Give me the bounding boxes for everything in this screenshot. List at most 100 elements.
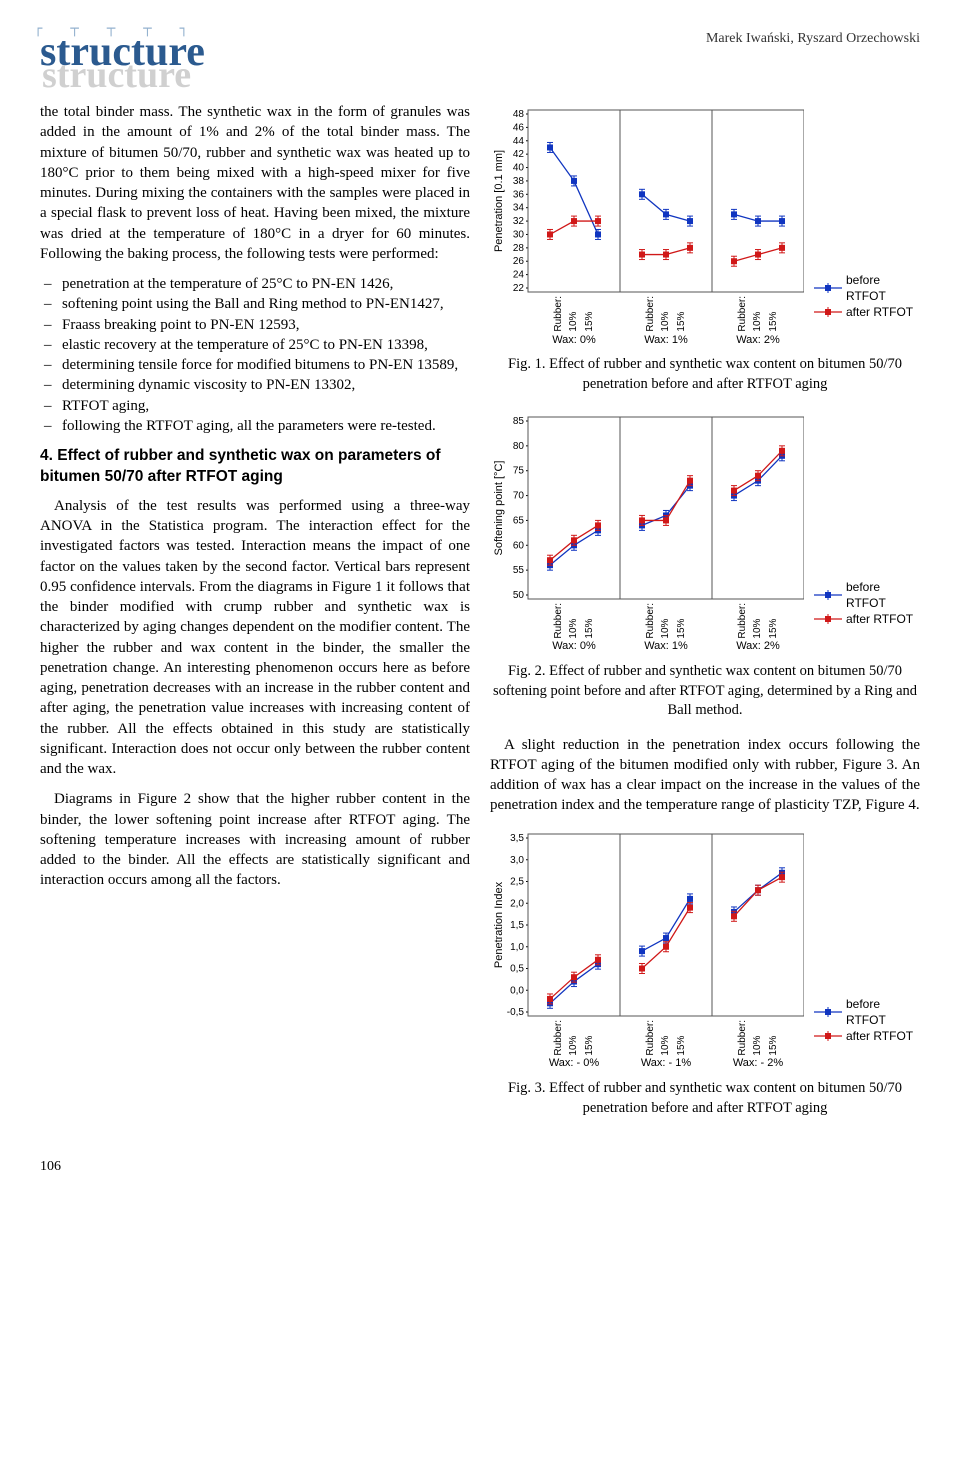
panel-bottom-label: Wax: 2%	[712, 333, 804, 348]
svg-text:46: 46	[513, 122, 525, 133]
figure-2-chart: 50 55 60 65 70 75 80 85 Softening point [°C]	[492, 413, 804, 603]
section-4-title: 4. Effect of rubber and synthetic wax on…	[40, 446, 470, 488]
svg-text:32: 32	[513, 216, 525, 227]
left-para-1: the total binder mass. The synthetic wax…	[40, 102, 470, 264]
panel-bottom-label: Wax: - 2%	[712, 1056, 804, 1071]
svg-text:Penetration [0.1 mm]: Penetration [0.1 mm]	[493, 150, 505, 252]
svg-text:Softening point [°C]: Softening point [°C]	[493, 460, 505, 555]
x-tick-label: 15%	[767, 603, 781, 639]
svg-text:48: 48	[513, 109, 525, 120]
authors-line: Marek Iwański, Ryszard Orzechowski	[706, 30, 920, 49]
page-number: 106	[40, 1158, 920, 1177]
legend-label: after RTFOT	[846, 1028, 913, 1044]
svg-text:50: 50	[513, 590, 525, 601]
figure-1-legend: before RTFOTafter RTFOT	[814, 272, 918, 321]
tests-list-item: Fraass breaking point to PN-EN 12593,	[54, 315, 470, 335]
legend-item: before RTFOT	[814, 579, 918, 611]
legend-item: before RTFOT	[814, 272, 918, 304]
x-tick-label: 10%	[659, 1020, 673, 1056]
svg-text:34: 34	[513, 203, 525, 214]
svg-text:40: 40	[513, 163, 525, 174]
svg-text:65: 65	[513, 515, 525, 526]
tests-list-item: following the RTFOT aging, all the param…	[54, 416, 470, 436]
tests-list-item: elastic recovery at the temperature of 2…	[54, 335, 470, 355]
x-tick-label: Rubber:	[552, 603, 566, 639]
svg-text:-0,5: -0,5	[507, 1007, 525, 1018]
x-tick-label: 10%	[567, 603, 581, 639]
two-column-layout: the total binder mass. The synthetic wax…	[40, 102, 920, 1132]
svg-text:2,0: 2,0	[510, 898, 524, 909]
legend-item: before RTFOT	[814, 996, 918, 1028]
panel-bottom-label: Wax: 0%	[528, 333, 620, 348]
panel-bottom-label: Wax: 2%	[712, 639, 804, 654]
figure-2-wrapper: 50 55 60 65 70 75 80 85 Softening point [°C] Rubb…	[490, 409, 920, 658]
panel-bottom-label: Wax: - 1%	[620, 1056, 712, 1071]
svg-text:42: 42	[513, 149, 525, 160]
x-tick-label: Rubber:	[644, 603, 658, 639]
x-tick-label: Rubber:	[644, 296, 658, 332]
svg-text:3,5: 3,5	[510, 833, 524, 844]
svg-text:70: 70	[513, 490, 525, 501]
panel-bottom-label: Wax: 1%	[620, 333, 712, 348]
svg-text:22: 22	[513, 283, 525, 294]
page-header: ┌┬┬┬┐ structure structure Marek Iwański,…	[40, 24, 920, 84]
panel-bottom-label: Wax: 0%	[528, 639, 620, 654]
svg-text:36: 36	[513, 189, 525, 200]
svg-text:28: 28	[513, 243, 525, 254]
right-column: 2224262830323436384042444648Penetration …	[490, 102, 920, 1132]
tests-list-item: determining tensile force for modified b…	[54, 355, 470, 375]
figure-1-wrapper: 2224262830323436384042444648Penetration …	[490, 102, 920, 351]
legend-label: before RTFOT	[846, 272, 918, 304]
legend-label: before RTFOT	[846, 996, 918, 1028]
x-tick-label: 15%	[675, 1020, 689, 1056]
svg-text:55: 55	[513, 565, 525, 576]
svg-text:38: 38	[513, 176, 525, 187]
legend-label: after RTFOT	[846, 304, 913, 320]
panel-bottom-label: Wax: - 0%	[528, 1056, 620, 1071]
figure-3-caption: Fig. 3. Effect of rubber and synthetic w…	[490, 1079, 920, 1118]
svg-text:3,0: 3,0	[510, 854, 524, 865]
figure-3-chart: -0,5 0,0 0,5 1,0 1,5 2,0 2,5 3,0 3,5 Penetration …	[492, 830, 804, 1020]
tests-list-item: determining dynamic viscosity to PN-EN 1…	[54, 375, 470, 395]
x-tick-label: 10%	[659, 603, 673, 639]
x-tick-label: Rubber:	[736, 1020, 750, 1056]
svg-text:60: 60	[513, 540, 525, 551]
x-tick-label: Rubber:	[552, 1020, 566, 1056]
legend-label: after RTFOT	[846, 611, 913, 627]
logo-tick-marks: ┌┬┬┬┐	[34, 20, 216, 39]
x-tick-label: 15%	[675, 603, 689, 639]
x-tick-label: 15%	[675, 296, 689, 332]
journal-logo: ┌┬┬┬┐ structure structure	[40, 24, 205, 84]
svg-text:75: 75	[513, 465, 525, 476]
svg-text:Penetration Index: Penetration Index	[493, 881, 505, 968]
svg-text:1,5: 1,5	[510, 920, 524, 931]
tests-list-item: RTFOT aging,	[54, 396, 470, 416]
figure-3-wrapper: -0,5 0,0 0,5 1,0 1,5 2,0 2,5 3,0 3,5 Penetration …	[490, 826, 920, 1075]
svg-text:24: 24	[513, 270, 525, 281]
svg-text:1,0: 1,0	[510, 941, 524, 952]
left-column: the total binder mass. The synthetic wax…	[40, 102, 470, 1132]
svg-text:44: 44	[513, 136, 525, 147]
x-tick-label: 15%	[583, 296, 597, 332]
x-tick-label: 15%	[767, 1020, 781, 1056]
panel-bottom-label: Wax: 1%	[620, 639, 712, 654]
right-para-mid: A slight reduction in the penetration in…	[490, 735, 920, 816]
figure-2-legend: before RTFOTafter RTFOT	[814, 579, 918, 628]
legend-item: after RTFOT	[814, 1028, 918, 1044]
legend-label: before RTFOT	[846, 579, 918, 611]
figure-2-caption: Fig. 2. Effect of rubber and synthetic w…	[490, 662, 920, 721]
left-para-3: Diagrams in Figure 2 show that the highe…	[40, 789, 470, 890]
x-tick-label: 10%	[751, 603, 765, 639]
x-tick-label: Rubber:	[736, 296, 750, 332]
svg-text:80: 80	[513, 440, 525, 451]
x-tick-label: 10%	[567, 296, 581, 332]
svg-text:0,5: 0,5	[510, 963, 524, 974]
svg-text:85: 85	[513, 416, 525, 427]
svg-text:0,0: 0,0	[510, 985, 524, 996]
x-tick-label: 15%	[583, 1020, 597, 1056]
x-tick-label: 10%	[567, 1020, 581, 1056]
legend-item: after RTFOT	[814, 304, 918, 320]
svg-text:2,5: 2,5	[510, 876, 524, 887]
left-para-2: Analysis of the test results was perform…	[40, 496, 470, 780]
tests-list: penetration at the temperature of 25°C t…	[40, 274, 470, 436]
